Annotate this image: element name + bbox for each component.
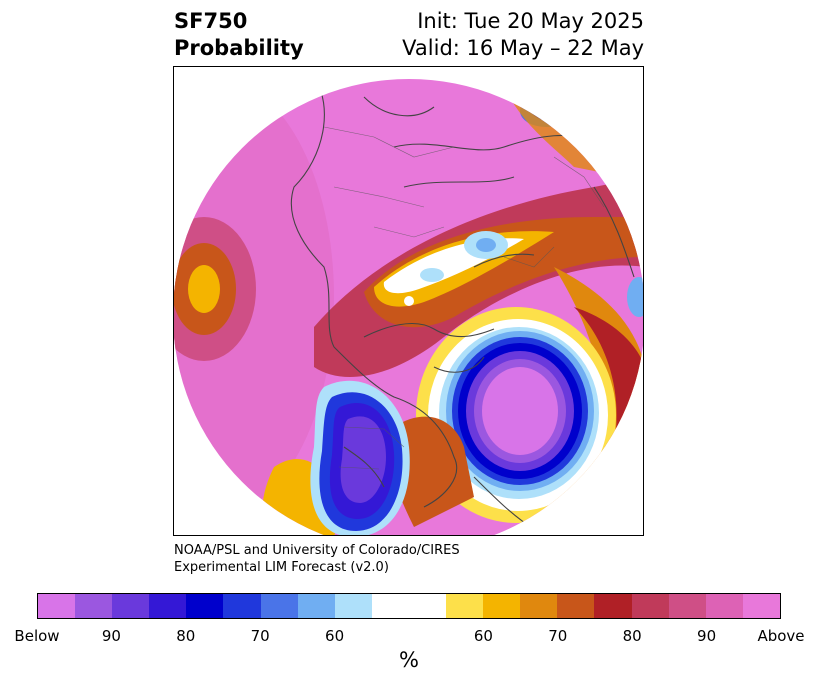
colorbar-tick-label: 80 — [622, 627, 642, 645]
colorbar-segment — [594, 594, 632, 618]
colorbar-segment — [112, 594, 150, 618]
colorbar-segment — [260, 594, 298, 618]
colorbar-segment — [446, 594, 484, 618]
variable-name: SF750 — [174, 9, 248, 33]
credits: NOAA/PSL and University of Colorado/CIRE… — [174, 542, 460, 576]
colorbar-tick-label: 70 — [250, 627, 270, 645]
polar-map — [174, 79, 643, 535]
colorbar-tick-label: 60 — [473, 627, 493, 645]
init-date: Init: Tue 20 May 2025 — [417, 9, 644, 33]
variable-type: Probability — [174, 36, 304, 60]
colorbar-segment — [186, 594, 224, 618]
chart-title-left: SF750 Probability — [174, 8, 304, 62]
orange-band — [364, 217, 643, 328]
na-cold-core — [340, 416, 386, 503]
colorbar-segment — [631, 594, 669, 618]
borders — [323, 126, 605, 470]
colorbar-segment — [668, 594, 706, 618]
colorbar-tick-label: Above — [757, 627, 805, 645]
colorbar-segment — [742, 594, 780, 618]
colorbar-segment — [520, 594, 558, 618]
valid-range: Valid: 16 May – 22 May — [402, 36, 644, 60]
atlantic-core — [482, 367, 558, 455]
colorbar-segment — [149, 594, 187, 618]
colorbar-segment — [557, 594, 595, 618]
colorbar-tick-label: 90 — [101, 627, 121, 645]
colorbar-segment — [334, 594, 372, 618]
pole-marker — [404, 296, 414, 306]
colorbar-segment — [408, 594, 447, 618]
blue-pocket-west — [420, 268, 444, 282]
colorbar-segment — [297, 594, 335, 618]
colorbar-unit: % — [399, 648, 419, 672]
colorbar-tick-label: 90 — [697, 627, 717, 645]
colorbar-segment — [371, 594, 409, 618]
colorbar-segment — [75, 594, 113, 618]
colorbar-segment — [705, 594, 743, 618]
na-orange — [390, 416, 474, 527]
colorbar-segment — [38, 594, 76, 618]
chart-title-right: Init: Tue 20 May 2025 Valid: 16 May – 22… — [402, 8, 644, 62]
east-blue-spot — [627, 277, 643, 317]
credits-line1: NOAA/PSL and University of Colorado/CIRE… — [174, 543, 460, 558]
colorbar-tick-label: 70 — [548, 627, 568, 645]
colorbar-tick-label: Below — [14, 627, 60, 645]
colorbar-segment — [223, 594, 261, 618]
colorbar-tick-label: 60 — [325, 627, 345, 645]
west-anomaly-inner — [188, 265, 220, 313]
colorbar — [37, 593, 781, 619]
colorbar-segment — [483, 594, 521, 618]
map-frame — [173, 66, 644, 536]
colorbar-tick-label: 80 — [176, 627, 196, 645]
blue-pocket-north-core — [476, 238, 496, 252]
credits-line2: Experimental LIM Forecast (v2.0) — [174, 560, 389, 575]
